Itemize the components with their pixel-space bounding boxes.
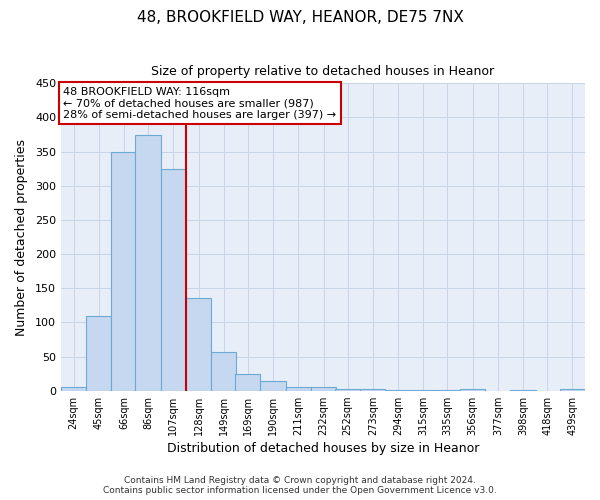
Text: 48 BROOKFIELD WAY: 116sqm
← 70% of detached houses are smaller (987)
28% of semi: 48 BROOKFIELD WAY: 116sqm ← 70% of detac… [64,86,337,120]
Bar [112,152,137,390]
Bar [235,374,260,390]
Bar [186,298,211,390]
Y-axis label: Number of detached properties: Number of detached properties [15,138,28,336]
Bar [260,381,286,390]
Bar [311,388,336,390]
Text: Contains HM Land Registry data © Crown copyright and database right 2024.
Contai: Contains HM Land Registry data © Crown c… [103,476,497,495]
Bar [61,388,86,390]
Title: Size of property relative to detached houses in Heanor: Size of property relative to detached ho… [151,65,494,78]
Bar [86,316,112,390]
Text: 48, BROOKFIELD WAY, HEANOR, DE75 7NX: 48, BROOKFIELD WAY, HEANOR, DE75 7NX [137,10,463,25]
X-axis label: Distribution of detached houses by size in Heanor: Distribution of detached houses by size … [167,442,479,455]
Bar [211,352,236,391]
Bar [136,134,161,390]
Bar [286,388,311,390]
Bar [161,168,186,390]
